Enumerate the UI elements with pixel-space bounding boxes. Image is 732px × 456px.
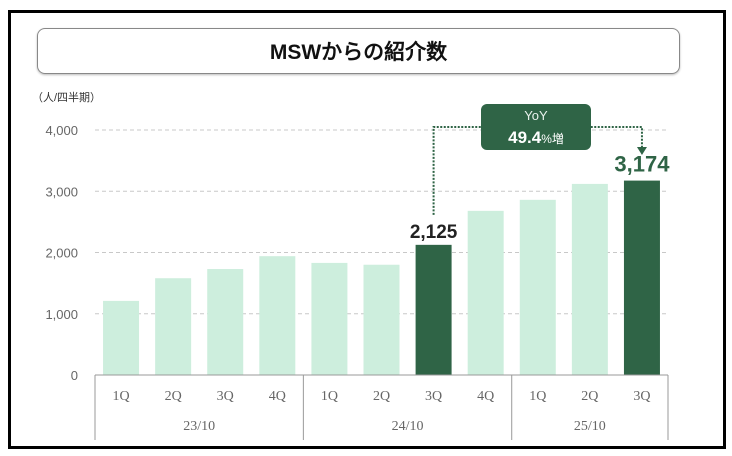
chart-title-text: MSWからの紹介数 xyxy=(269,41,448,64)
bar xyxy=(155,278,192,375)
x-tick-label: 4Q xyxy=(269,389,286,404)
bar xyxy=(467,210,504,375)
bar xyxy=(415,244,452,375)
x-tick-label: 1Q xyxy=(529,389,546,404)
x-tick-label: 1Q xyxy=(321,389,338,404)
x-group-label: 25/10 xyxy=(574,419,606,434)
chart-frame xyxy=(8,10,726,449)
bar xyxy=(311,262,348,375)
chart-title: MSWからの紹介数 xyxy=(37,28,680,74)
yoy-label: YoY xyxy=(524,108,548,123)
x-group-label: 24/10 xyxy=(392,419,424,434)
x-tick-label: 3Q xyxy=(425,389,442,404)
x-tick-label: 2Q xyxy=(165,389,182,404)
x-tick-label: 3Q xyxy=(217,389,234,404)
x-group-label: 23/10 xyxy=(183,419,215,434)
y-tick-label: 2,000 xyxy=(45,246,78,261)
x-tick-label: 4Q xyxy=(477,389,494,404)
x-tick-label: 2Q xyxy=(373,389,390,404)
y-tick-label: 4,000 xyxy=(45,123,78,138)
y-tick-label: 1,000 xyxy=(45,307,78,322)
arrow-down-icon xyxy=(636,147,647,155)
x-tick-label: 2Q xyxy=(581,389,598,404)
bar xyxy=(519,199,556,375)
yoy-badge xyxy=(481,104,591,150)
bar xyxy=(623,180,660,375)
bar xyxy=(363,264,400,375)
y-tick-label: 3,000 xyxy=(45,184,78,199)
y-tick-label: 0 xyxy=(71,368,78,383)
y-axis-unit-label: （人/四半期） xyxy=(32,90,101,104)
bar xyxy=(103,300,140,375)
bar xyxy=(259,256,296,375)
x-tick-label: 3Q xyxy=(633,389,650,404)
data-label: 2,125 xyxy=(410,222,458,243)
yoy-connector xyxy=(432,126,643,215)
bar xyxy=(207,269,244,375)
data-label: 3,174 xyxy=(614,152,670,177)
yoy-value: 49.4%増 xyxy=(508,128,564,147)
x-tick-label: 1Q xyxy=(112,389,129,404)
bar xyxy=(571,183,608,375)
